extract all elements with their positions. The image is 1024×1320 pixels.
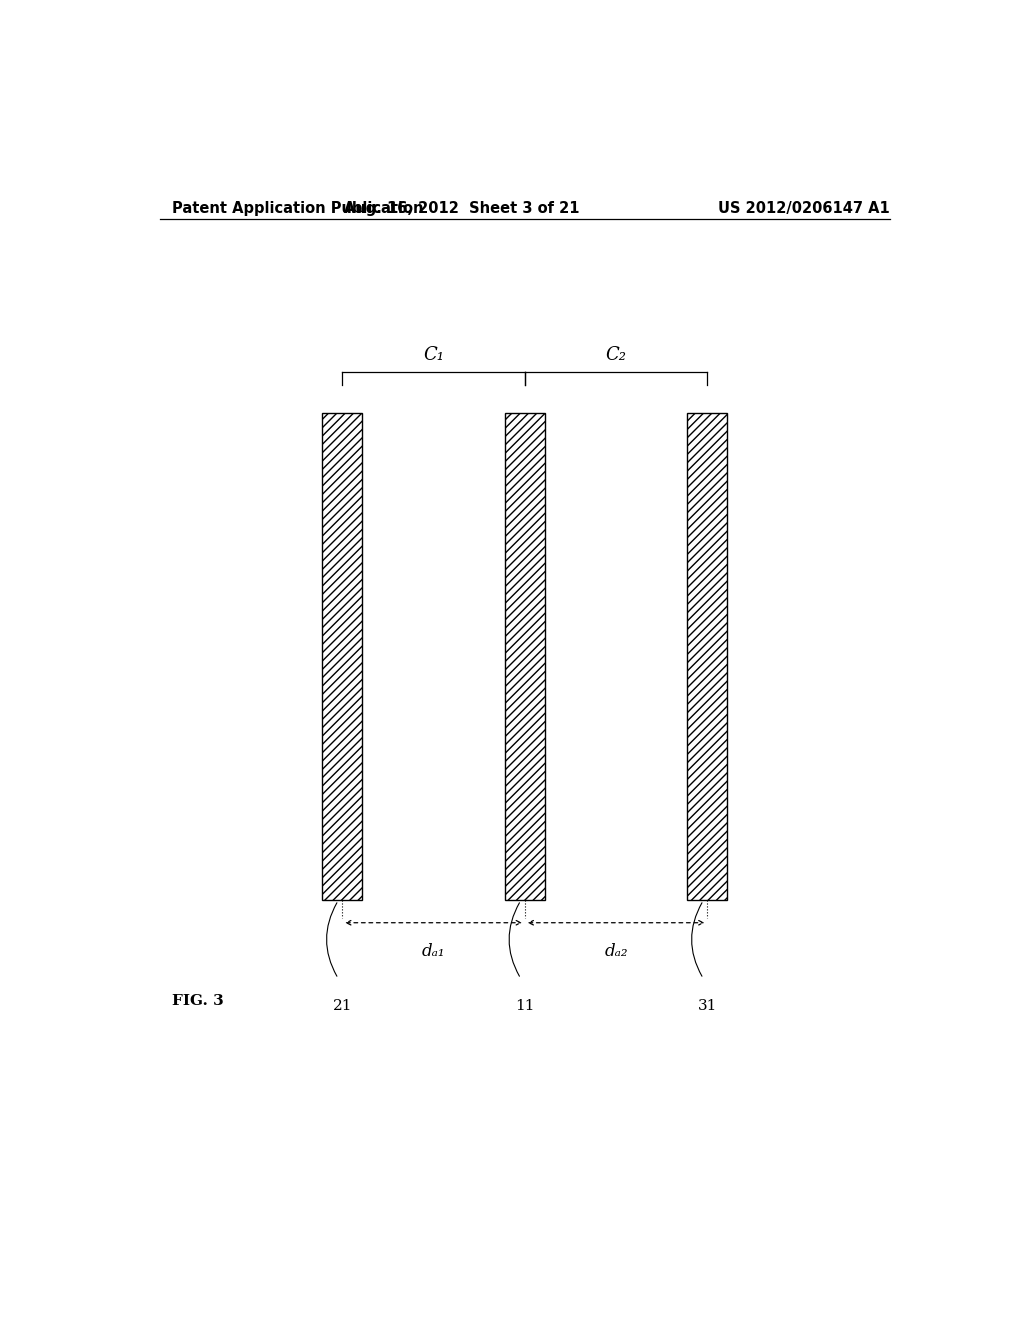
Bar bbox=[323, 413, 362, 900]
Text: 31: 31 bbox=[697, 999, 717, 1012]
Text: 21: 21 bbox=[333, 999, 352, 1012]
Bar bbox=[505, 413, 545, 900]
Text: dₐ₂: dₐ₂ bbox=[604, 942, 628, 960]
Text: C₁: C₁ bbox=[423, 346, 444, 364]
Text: Aug. 16, 2012  Sheet 3 of 21: Aug. 16, 2012 Sheet 3 of 21 bbox=[344, 201, 579, 216]
Text: US 2012/0206147 A1: US 2012/0206147 A1 bbox=[718, 201, 890, 216]
Bar bbox=[687, 413, 727, 900]
Text: 11: 11 bbox=[515, 999, 535, 1012]
Text: dₐ₁: dₐ₁ bbox=[422, 942, 445, 960]
Text: Patent Application Publication: Patent Application Publication bbox=[172, 201, 423, 216]
Text: C₂: C₂ bbox=[605, 346, 627, 364]
Text: FIG. 3: FIG. 3 bbox=[172, 994, 223, 1008]
